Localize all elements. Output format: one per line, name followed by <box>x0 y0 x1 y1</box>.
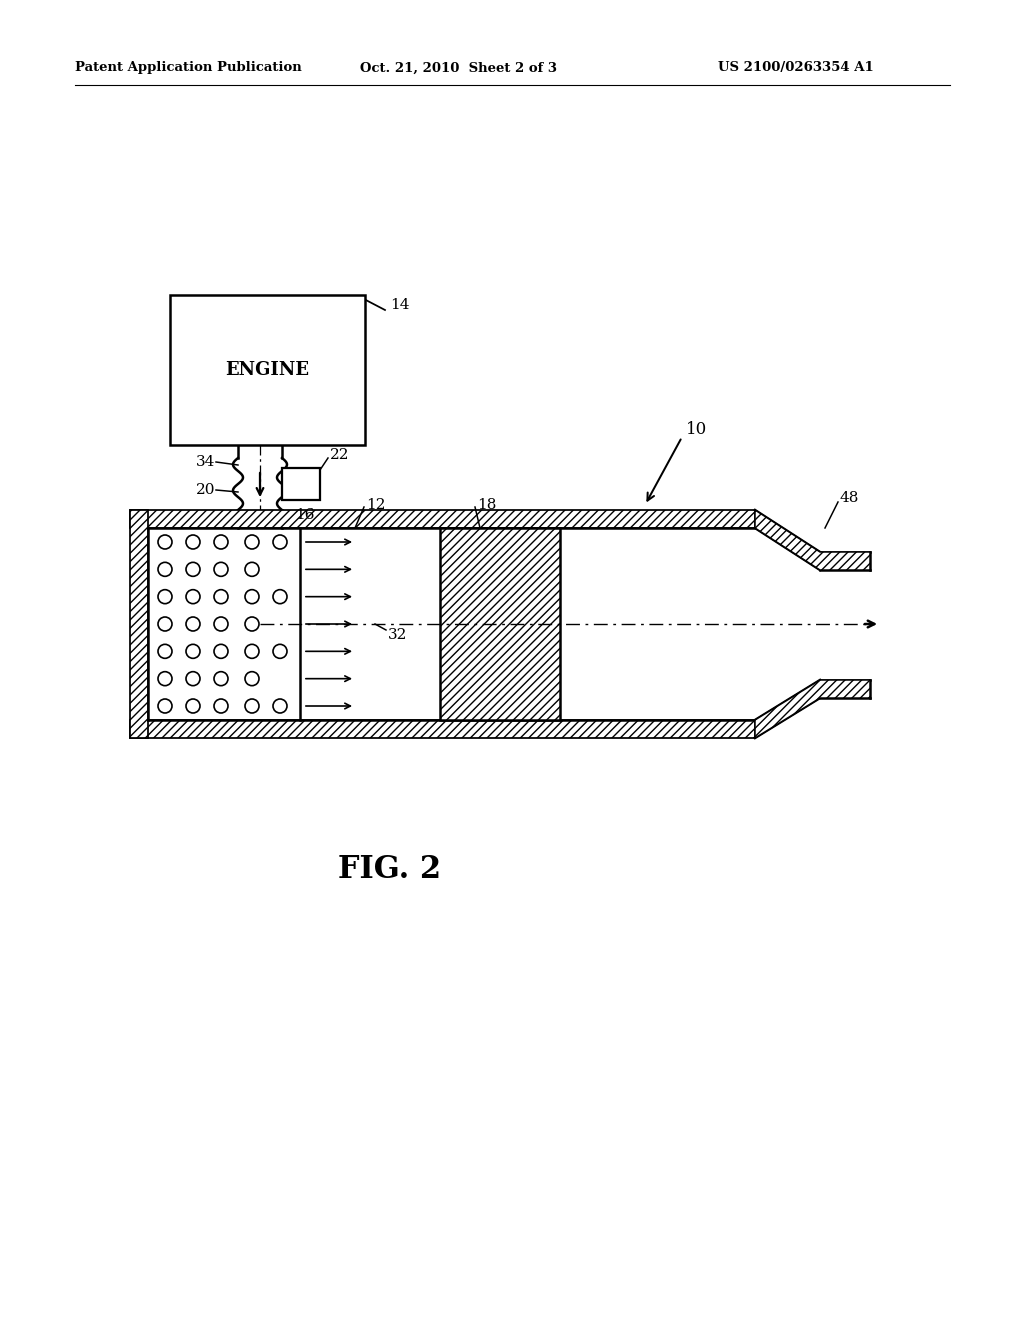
Text: Oct. 21, 2010  Sheet 2 of 3: Oct. 21, 2010 Sheet 2 of 3 <box>360 62 557 74</box>
Circle shape <box>158 672 172 685</box>
Circle shape <box>214 616 228 631</box>
Circle shape <box>214 562 228 577</box>
Bar <box>130 510 755 528</box>
Circle shape <box>186 700 200 713</box>
Text: 22: 22 <box>330 447 349 462</box>
Circle shape <box>245 616 259 631</box>
Circle shape <box>214 700 228 713</box>
Circle shape <box>245 590 259 603</box>
Circle shape <box>214 644 228 659</box>
Text: 12: 12 <box>366 498 385 512</box>
Circle shape <box>273 644 287 659</box>
Circle shape <box>245 700 259 713</box>
Bar <box>170 294 365 445</box>
Circle shape <box>158 590 172 603</box>
Circle shape <box>186 644 200 659</box>
Circle shape <box>245 535 259 549</box>
Circle shape <box>158 700 172 713</box>
Circle shape <box>158 535 172 549</box>
Text: FIG. 2: FIG. 2 <box>339 854 441 886</box>
Circle shape <box>186 616 200 631</box>
Text: 20: 20 <box>196 483 215 498</box>
Circle shape <box>186 535 200 549</box>
Circle shape <box>186 672 200 685</box>
Circle shape <box>273 535 287 549</box>
Text: 10: 10 <box>686 421 708 438</box>
Text: 14: 14 <box>390 298 410 312</box>
Circle shape <box>273 590 287 603</box>
Circle shape <box>214 590 228 603</box>
Polygon shape <box>755 510 870 570</box>
Circle shape <box>273 700 287 713</box>
Circle shape <box>158 644 172 659</box>
Text: Patent Application Publication: Patent Application Publication <box>75 62 302 74</box>
Circle shape <box>245 672 259 685</box>
Circle shape <box>214 672 228 685</box>
Circle shape <box>158 562 172 577</box>
Polygon shape <box>755 680 870 738</box>
Text: 48: 48 <box>840 491 859 506</box>
Text: 16: 16 <box>295 508 314 521</box>
Circle shape <box>158 616 172 631</box>
Text: ENGINE: ENGINE <box>225 360 309 379</box>
Text: 18: 18 <box>477 498 497 512</box>
Bar <box>440 528 560 719</box>
Text: 34: 34 <box>196 455 215 469</box>
Bar <box>130 510 148 738</box>
Text: 32: 32 <box>388 628 408 642</box>
Circle shape <box>186 590 200 603</box>
Circle shape <box>214 535 228 549</box>
Circle shape <box>245 644 259 659</box>
Bar <box>282 469 319 500</box>
Circle shape <box>245 562 259 577</box>
Bar <box>130 719 755 738</box>
Text: US 2100/0263354 A1: US 2100/0263354 A1 <box>718 62 873 74</box>
Circle shape <box>186 562 200 577</box>
